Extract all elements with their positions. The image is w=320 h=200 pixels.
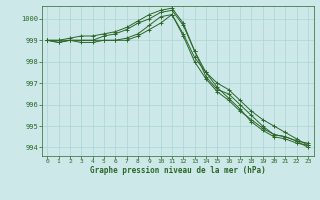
X-axis label: Graphe pression niveau de la mer (hPa): Graphe pression niveau de la mer (hPa) <box>90 166 266 175</box>
